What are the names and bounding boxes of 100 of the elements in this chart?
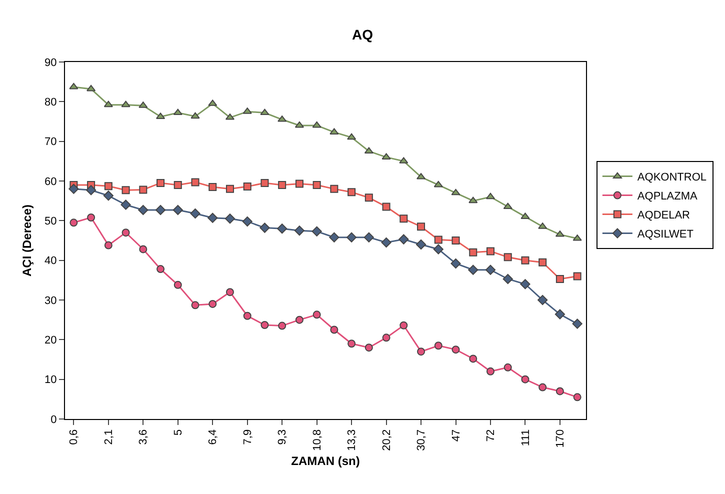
- y-tick-label: 80: [44, 96, 57, 109]
- x-tick-label: 13,3: [346, 429, 358, 451]
- point: [191, 178, 200, 186]
- y-tick-label: 10: [44, 374, 57, 386]
- y-tick-label: 60: [44, 176, 57, 188]
- point: [208, 182, 217, 191]
- point: [364, 344, 373, 352]
- point: [139, 186, 148, 194]
- point: [330, 184, 338, 193]
- point: [155, 204, 166, 216]
- point: [348, 188, 356, 196]
- point: [294, 121, 304, 128]
- point: [294, 226, 304, 236]
- point: [451, 188, 460, 196]
- point: [573, 393, 582, 402]
- x-tick-label: 170: [554, 429, 567, 448]
- point: [224, 214, 236, 224]
- y-tick-label: 0: [50, 414, 57, 426]
- point: [538, 258, 547, 266]
- y-tick-label: 90: [44, 56, 57, 69]
- point: [260, 108, 270, 116]
- point: [434, 342, 442, 350]
- x-tick-label: 10,8: [311, 429, 324, 451]
- point: [69, 82, 78, 90]
- legend-label: AQKONTROL: [637, 172, 706, 184]
- point: [191, 301, 200, 310]
- point: [190, 208, 200, 219]
- legend-label: AQSILWET: [637, 228, 694, 241]
- x-tick-label: 30,7: [416, 429, 428, 451]
- point: [174, 280, 182, 289]
- point: [312, 121, 322, 128]
- point: [172, 204, 183, 216]
- y-tick-label: 50: [44, 216, 57, 228]
- point: [469, 248, 478, 256]
- point: [573, 272, 582, 280]
- point: [485, 264, 496, 275]
- point: [243, 312, 252, 320]
- point: [486, 192, 496, 200]
- point: [86, 185, 96, 196]
- point: [381, 237, 392, 248]
- point: [469, 354, 478, 363]
- point: [348, 340, 356, 348]
- point: [382, 334, 390, 342]
- point: [312, 180, 321, 189]
- point: [434, 180, 443, 188]
- point: [104, 182, 112, 190]
- point: [434, 236, 442, 244]
- point: [554, 309, 565, 320]
- point: [400, 214, 408, 223]
- point: [139, 245, 148, 254]
- point: [312, 226, 322, 236]
- point: [103, 190, 114, 201]
- y-tick-label: 40: [44, 255, 57, 268]
- point: [364, 194, 373, 202]
- point: [416, 239, 426, 250]
- point: [417, 222, 426, 231]
- point: [504, 363, 512, 372]
- point: [278, 180, 286, 189]
- point: [295, 180, 304, 188]
- chart-title: AQ: [352, 26, 374, 42]
- point: [486, 247, 494, 256]
- y-tick-label: 30: [44, 294, 57, 307]
- point: [452, 346, 460, 354]
- x-tick-label: 0,6: [68, 429, 80, 445]
- point: [398, 234, 409, 244]
- point: [174, 180, 182, 189]
- point: [104, 241, 112, 250]
- point: [503, 202, 512, 210]
- x-tick-label: 7,9: [242, 429, 254, 445]
- x-tick-label: 5: [172, 429, 184, 436]
- point: [68, 184, 79, 194]
- y-axis-title: AÇI (Derece): [20, 204, 34, 277]
- legend-label: AQPLAZMA: [637, 190, 698, 203]
- x-axis-title: ZAMAN (sn): [291, 454, 360, 468]
- point: [243, 182, 252, 191]
- point: [86, 84, 96, 92]
- x-tick-label: 3,6: [138, 429, 150, 445]
- x-tick-label: 6,4: [207, 429, 220, 445]
- x-tick-label: 111: [520, 429, 532, 446]
- point: [572, 318, 582, 329]
- point: [278, 322, 286, 330]
- point: [364, 232, 374, 242]
- point: [242, 216, 252, 227]
- point: [556, 387, 564, 396]
- point: [312, 310, 321, 319]
- x-tick-label: 9,3: [276, 429, 289, 445]
- point: [260, 222, 270, 233]
- point: [382, 202, 390, 211]
- point: [417, 348, 426, 356]
- point: [138, 204, 148, 216]
- point: [260, 320, 269, 329]
- point: [468, 196, 478, 204]
- point: [504, 253, 512, 262]
- point: [120, 200, 131, 210]
- point: [346, 232, 357, 242]
- point: [329, 232, 340, 242]
- point: [450, 258, 461, 269]
- point: [502, 274, 513, 284]
- point: [104, 100, 113, 108]
- point: [433, 244, 444, 254]
